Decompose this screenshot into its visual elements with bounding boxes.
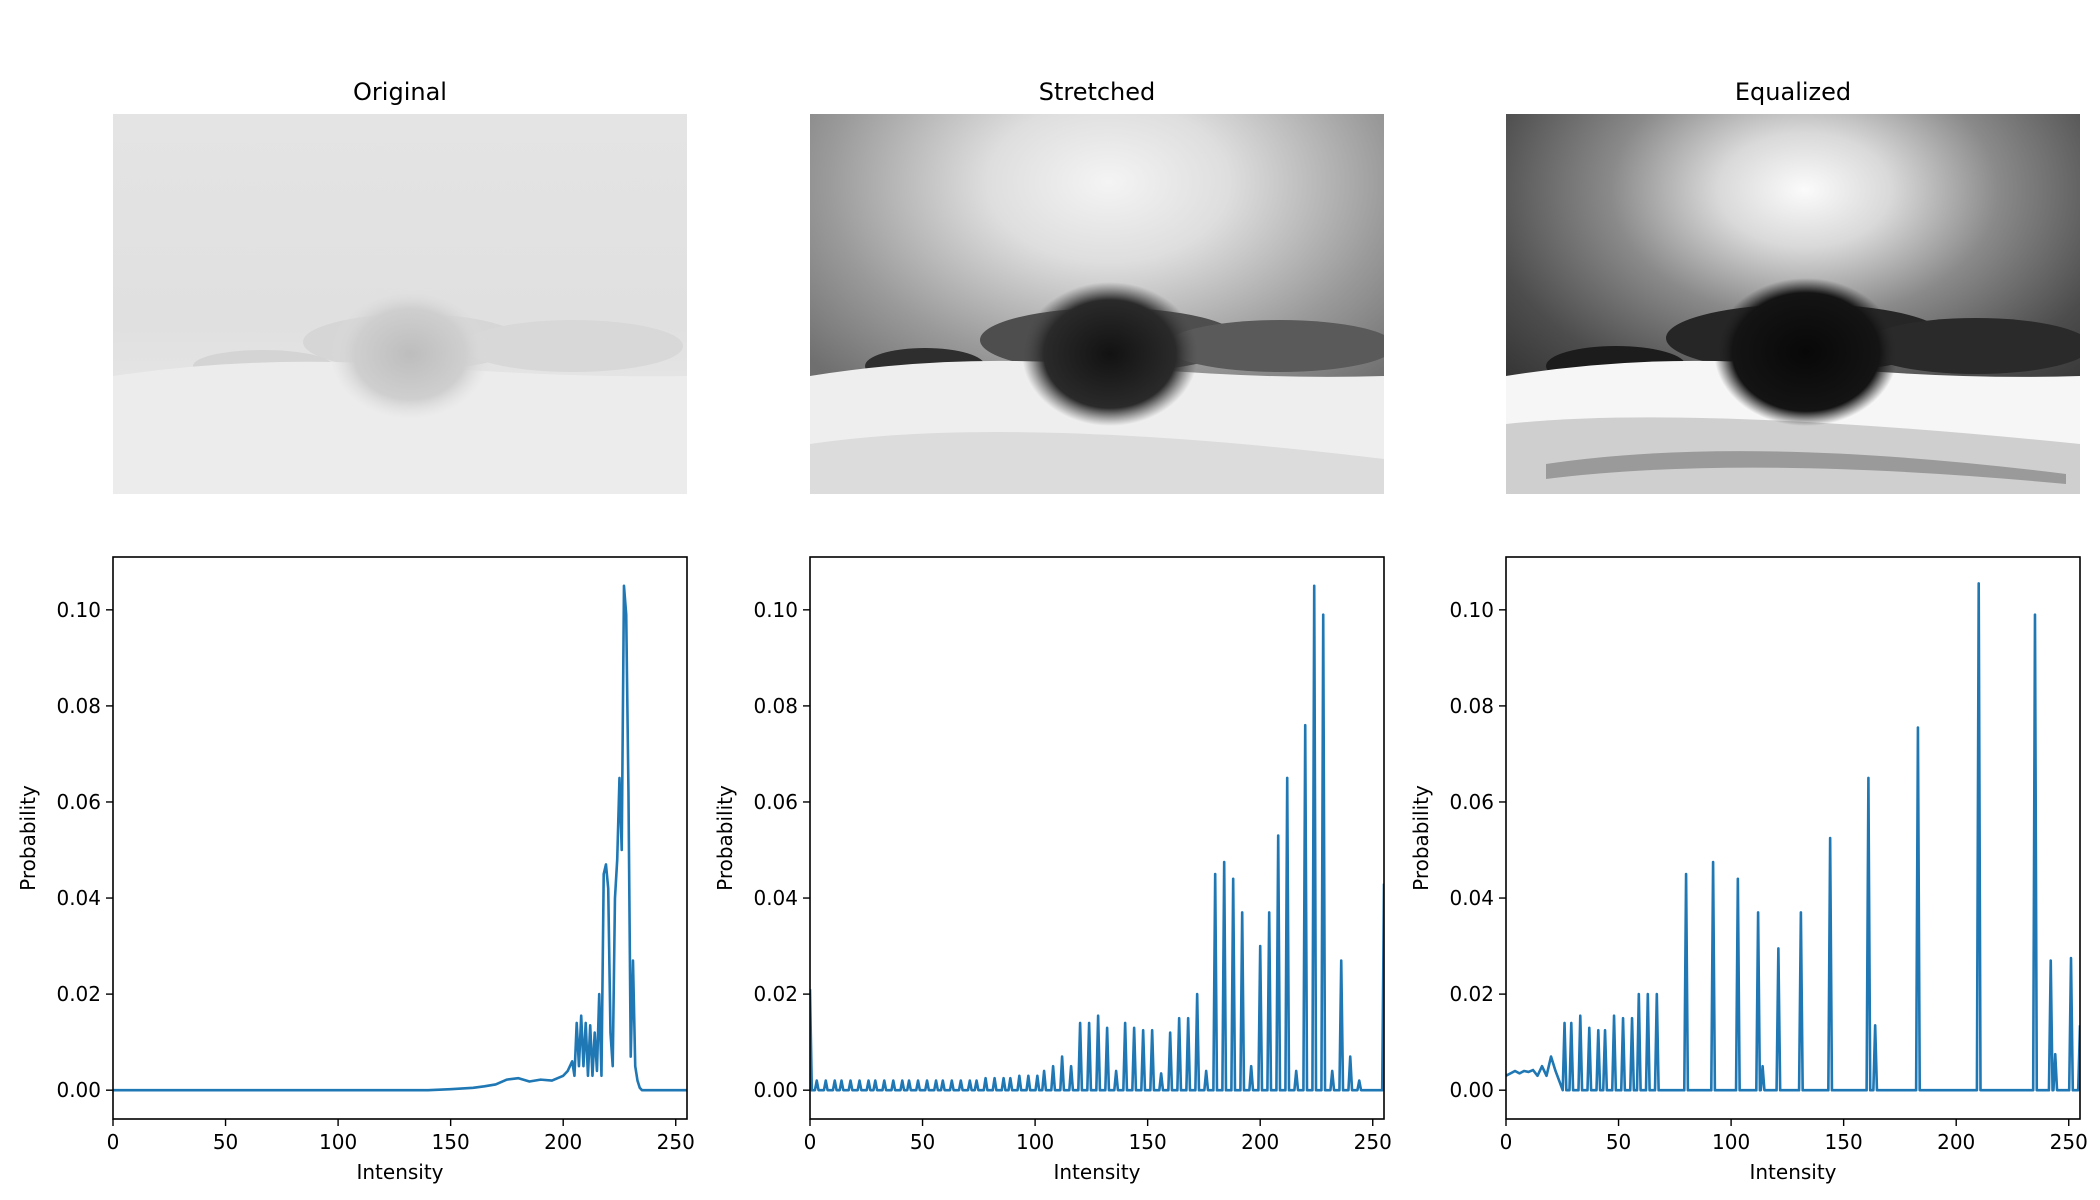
x-tick-label: 50 [1606, 1130, 1631, 1154]
x-tick-label: 150 [1825, 1130, 1863, 1154]
stretched-image [810, 114, 1384, 494]
x-tick-label: 100 [319, 1130, 357, 1154]
axes-frame [112, 556, 688, 1120]
x-tick-label: 200 [1937, 1130, 1975, 1154]
equalized-image [1506, 114, 2080, 494]
x-tick-label: 100 [1016, 1130, 1054, 1154]
y-tick-label: 0.02 [56, 982, 101, 1006]
x-tick-label: 100 [1712, 1130, 1750, 1154]
x-tick-label: 200 [1241, 1130, 1279, 1154]
axes-frame [809, 556, 1385, 1120]
x-tick-label: 0 [1500, 1130, 1513, 1154]
y-tick-label: 0.10 [1449, 598, 1494, 622]
x-tick-label: 250 [657, 1130, 695, 1154]
original-image [113, 114, 687, 494]
y-tick-label: 0.08 [56, 694, 101, 718]
y-tick-label: 0.08 [1449, 694, 1494, 718]
y-tick-label: 0.00 [753, 1078, 798, 1102]
x-axis-label: Intensity [1749, 1160, 1836, 1184]
y-tick-label: 0.04 [753, 886, 798, 910]
y-tick-label: 0.06 [1449, 790, 1494, 814]
y-tick-label: 0.06 [56, 790, 101, 814]
y-tick-label: 0.06 [753, 790, 798, 814]
x-tick-label: 150 [432, 1130, 470, 1154]
y-tick-label: 0.10 [56, 598, 101, 622]
y-tick-label: 0.04 [56, 886, 101, 910]
y-axis-label: Probability [1409, 785, 1433, 891]
y-tick-label: 0.00 [1449, 1078, 1494, 1102]
x-tick-label: 0 [107, 1130, 120, 1154]
panel-title-original: Original [353, 78, 447, 106]
axes-frame [1505, 556, 2081, 1120]
x-tick-label: 0 [804, 1130, 817, 1154]
x-axis-label: Intensity [356, 1160, 443, 1184]
stretched-histogram: 0 50 100 150 200 250 0.00 0.02 0.04 0.06 0.08 0.10 I… [713, 556, 1392, 1184]
histogram-line [1506, 582, 2080, 1092]
x-tick-label: 200 [544, 1130, 582, 1154]
y-axis-label: Probability [16, 785, 40, 891]
y-tick-label: 0.00 [56, 1078, 101, 1102]
y-tick-label: 0.02 [1449, 982, 1494, 1006]
y-tick-label: 0.02 [753, 982, 798, 1006]
x-tick-label: 50 [910, 1130, 935, 1154]
x-tick-label: 250 [1354, 1130, 1392, 1154]
x-tick-label: 50 [213, 1130, 238, 1154]
panel-title-equalized: Equalized [1734, 78, 1852, 106]
y-tick-label: 0.10 [753, 598, 798, 622]
histogram-line [810, 584, 1384, 1092]
y-tick-label: 0.04 [1449, 886, 1494, 910]
histogram-line [113, 584, 687, 1092]
x-axis-label: Intensity [1053, 1160, 1140, 1184]
x-tick-label: 150 [1129, 1130, 1167, 1154]
panel-title-stretched: Stretched [1038, 78, 1156, 106]
y-axis-label: Probability [713, 785, 737, 891]
y-tick-label: 0.08 [753, 694, 798, 718]
original-histogram: 0 50 100 150 200 250 0.00 0.02 0.04 0.06 0.08 0.10 I… [16, 556, 695, 1184]
x-tick-label: 250 [2050, 1130, 2088, 1154]
equalized-histogram: 0 50 100 150 200 250 0.00 0.02 0.04 0.06 0.08 0.10 I… [1409, 556, 2088, 1184]
